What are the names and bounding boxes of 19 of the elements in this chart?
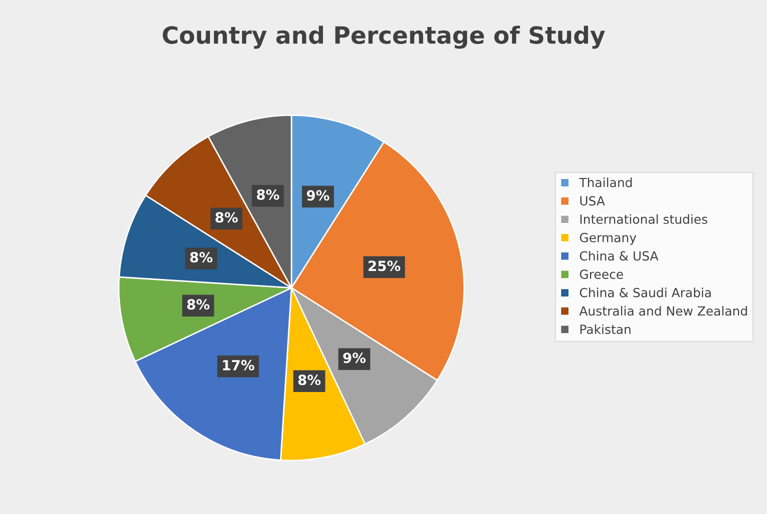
legend-label: Pakistan — [580, 324, 630, 334]
data-label: 8% — [187, 299, 210, 310]
legend-label: USA — [580, 196, 605, 206]
data-label: 8% — [298, 374, 321, 386]
legend-label: Thailand — [579, 178, 632, 188]
legend-label: China & Saudi Arabia — [580, 288, 711, 298]
legend-label: International studies — [580, 214, 708, 224]
legend-label: Germany — [580, 232, 636, 245]
data-label: 9% — [306, 190, 330, 201]
data-label: 25% — [368, 260, 400, 272]
data-label: 8% — [256, 189, 280, 200]
legend-label: Greece — [580, 270, 624, 279]
data-label: 9% — [343, 352, 366, 364]
data-label: 8% — [190, 252, 212, 263]
legend-label: Australia and New Zealand — [579, 306, 747, 316]
data-label: 17% — [223, 360, 254, 370]
data-label: 8% — [215, 212, 238, 223]
legend-label: China & USA — [580, 250, 658, 261]
chart-title: Country and Percentage of Study — [162, 26, 605, 49]
